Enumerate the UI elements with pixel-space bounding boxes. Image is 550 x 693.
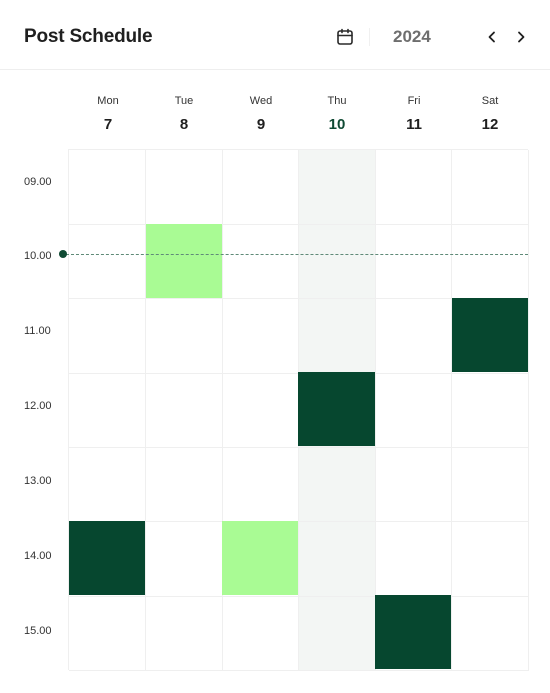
time-label: 10.00 bbox=[24, 250, 52, 262]
day-header-sat[interactable]: Sat 12 bbox=[452, 94, 528, 133]
day-name: Sat bbox=[481, 95, 499, 107]
time-label: 09.00 bbox=[24, 176, 52, 188]
header-divider bbox=[369, 28, 370, 46]
grid-line bbox=[451, 150, 452, 670]
day-name: Thu bbox=[327, 95, 347, 107]
grid-line bbox=[69, 447, 529, 448]
day-name: Mon bbox=[97, 95, 119, 107]
grid-line bbox=[69, 298, 529, 299]
schedule-header: Post Schedule 2024 bbox=[0, 0, 550, 70]
grid-line bbox=[528, 150, 529, 670]
day-header-thu-today[interactable]: Thu 10 bbox=[299, 94, 375, 133]
day-number: 9 bbox=[256, 116, 266, 133]
day-header-tue[interactable]: Tue 8 bbox=[146, 94, 222, 133]
day-number: 12 bbox=[481, 116, 499, 133]
day-number: 11 bbox=[406, 116, 422, 133]
time-label: 12.00 bbox=[24, 400, 52, 412]
grid-line bbox=[69, 670, 529, 671]
grid-line bbox=[222, 150, 223, 670]
previous-week-button[interactable] bbox=[482, 26, 502, 48]
time-label: 13.00 bbox=[24, 475, 52, 487]
day-header-mon[interactable]: Mon 7 bbox=[70, 94, 146, 133]
post-block-sat-11[interactable] bbox=[452, 298, 528, 372]
time-label: 15.00 bbox=[24, 625, 52, 637]
day-name: Fri bbox=[407, 95, 421, 107]
grid-line bbox=[69, 596, 529, 597]
post-block-fri-15[interactable] bbox=[375, 595, 451, 669]
post-block-tue-10[interactable] bbox=[146, 224, 222, 298]
time-label: 11.00 bbox=[24, 325, 51, 337]
day-name: Tue bbox=[174, 95, 194, 107]
grid-line bbox=[375, 150, 376, 670]
grid-line bbox=[69, 224, 529, 225]
year-selector[interactable]: 2024 bbox=[393, 27, 431, 46]
day-number: 10 bbox=[328, 116, 346, 133]
current-time-line bbox=[66, 254, 528, 255]
post-block-wed-14[interactable] bbox=[222, 521, 298, 595]
grid-line bbox=[145, 150, 146, 670]
time-label: 14.00 bbox=[24, 550, 52, 562]
current-time-dot bbox=[59, 250, 67, 258]
post-block-thu-12[interactable] bbox=[298, 372, 375, 446]
day-number: 8 bbox=[179, 116, 189, 133]
chevron-right-icon bbox=[518, 31, 525, 43]
day-header-fri[interactable]: Fri 11 bbox=[376, 94, 452, 133]
chevron-left-icon bbox=[488, 31, 495, 43]
next-week-button[interactable] bbox=[511, 26, 531, 48]
grid-line bbox=[69, 521, 529, 522]
post-block-mon-14[interactable] bbox=[69, 521, 145, 595]
day-number: 7 bbox=[103, 116, 113, 133]
page-title: Post Schedule bbox=[24, 26, 153, 47]
day-header-wed[interactable]: Wed 9 bbox=[223, 94, 299, 133]
day-name: Wed bbox=[249, 95, 273, 107]
calendar-icon[interactable] bbox=[335, 27, 355, 47]
